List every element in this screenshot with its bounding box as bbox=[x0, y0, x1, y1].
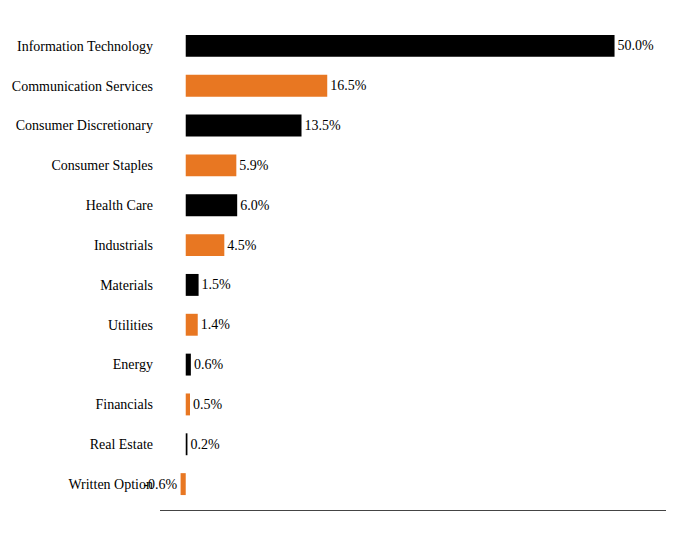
svg-text:0.5%: 0.5% bbox=[193, 397, 223, 412]
svg-text:0.2%: 0.2% bbox=[190, 437, 220, 452]
svg-text:Real Estate: Real Estate bbox=[90, 437, 153, 452]
svg-text:Financials: Financials bbox=[95, 397, 153, 412]
svg-text:Communication Services: Communication Services bbox=[12, 79, 153, 94]
svg-text:1.4%: 1.4% bbox=[201, 317, 231, 332]
svg-text:13.5%: 13.5% bbox=[305, 118, 342, 133]
svg-text:16.5%: 16.5% bbox=[330, 78, 367, 93]
svg-text:Energy: Energy bbox=[113, 357, 153, 372]
svg-text:6.0%: 6.0% bbox=[240, 198, 270, 213]
svg-text:Health Care: Health Care bbox=[86, 198, 153, 213]
svg-text:Industrials: Industrials bbox=[94, 238, 153, 253]
svg-text:1.5%: 1.5% bbox=[202, 277, 232, 292]
svg-text:5.9%: 5.9% bbox=[239, 158, 269, 173]
svg-text:0.6%: 0.6% bbox=[194, 357, 224, 372]
svg-text:Written Option: Written Option bbox=[68, 477, 153, 492]
svg-text:-0.6%: -0.6% bbox=[143, 477, 177, 492]
svg-text:Utilities: Utilities bbox=[108, 318, 153, 333]
svg-text:Materials: Materials bbox=[100, 278, 153, 293]
svg-text:50.0%: 50.0% bbox=[618, 38, 655, 53]
svg-text:Consumer Discretionary: Consumer Discretionary bbox=[16, 118, 153, 133]
svg-text:Consumer Staples: Consumer Staples bbox=[52, 158, 154, 173]
svg-text:4.5%: 4.5% bbox=[227, 238, 257, 253]
svg-text:Information Technology: Information Technology bbox=[17, 39, 153, 54]
